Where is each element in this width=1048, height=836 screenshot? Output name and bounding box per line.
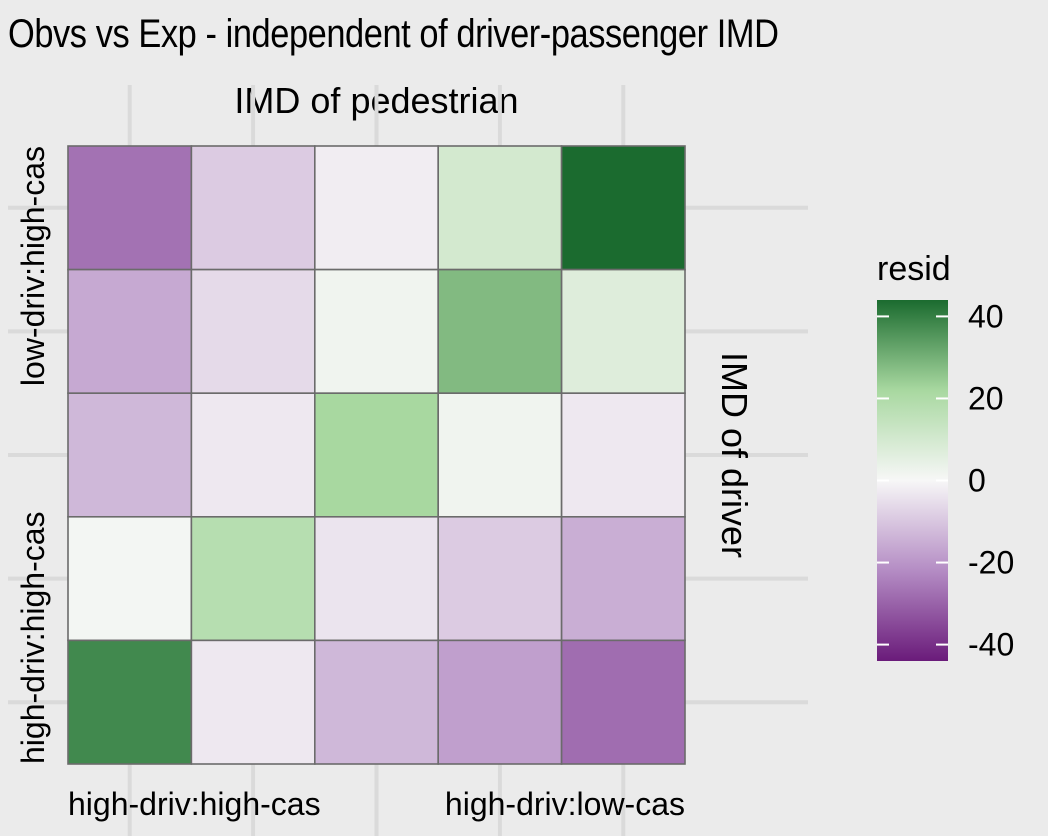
heatmap-cell [190,515,316,642]
y-axis-title: IMD of driver [714,352,755,558]
x-tick-label: high-driv:high-cas [68,786,321,822]
heatmap-cell [313,639,439,765]
heatmap-cell [190,268,316,395]
heatmap-cell [560,639,686,765]
heatmap-cell [560,515,686,642]
legend: resid 40 20 0 -20 -40 [877,250,1014,663]
legend-tick-label: -20 [968,545,1014,581]
legend-tick-label: 20 [968,380,1004,416]
heatmap-cell [560,145,686,271]
legend-ticks: 40 20 0 -20 -40 [877,298,1014,663]
chart-title: Obvs vs Exp - independent of driver-pass… [8,12,779,56]
heatmap-cell [560,392,686,518]
heatmap-cells [67,145,686,765]
heatmap-cell [67,145,193,271]
heatmap-cell [437,639,563,765]
heatmap-cell [313,145,439,271]
legend-tick-label: 40 [968,298,1004,334]
legend-title: resid [877,250,951,288]
y-tick-label: low-driv:high-cas [15,146,51,386]
heatmap-cell [437,145,563,271]
heatmap-cell [190,392,316,518]
axis-labels: high-driv:high-cas high-driv:low-cas low… [15,146,755,822]
heatmap-cell [190,639,316,765]
heatmap-cell [437,515,563,642]
heatmap-cell [190,145,316,271]
heatmap-cell [313,515,439,642]
heatmap-cell [67,392,193,518]
heatmap-cell [437,392,563,518]
heatmap-cell [67,268,193,395]
heatmap-cell [313,392,439,518]
legend-tick-label: -40 [968,627,1014,663]
legend-tick-label: 0 [968,463,986,499]
y-tick-label: high-driv:high-cas [15,511,51,764]
heatmap-cell [313,268,439,395]
heatmap-cell [67,639,193,765]
x-tick-label: high-driv:low-cas [445,786,685,822]
heatmap-cell [560,268,686,395]
heatmap-cell [67,515,193,642]
heatmap-cell [437,268,563,395]
